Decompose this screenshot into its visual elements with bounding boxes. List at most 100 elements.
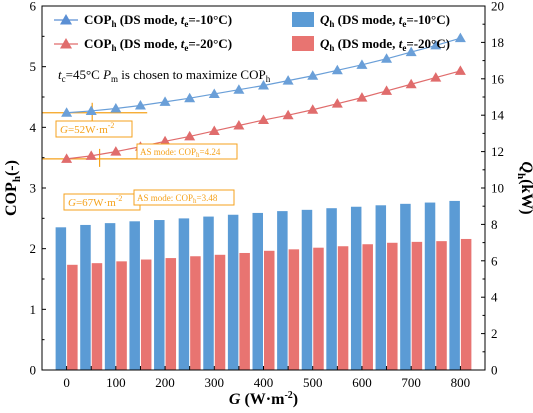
bar-qh-minus20-350 — [239, 252, 250, 370]
marker-cop-minus10-600 — [356, 59, 368, 69]
bar-qh-minus20-150 — [140, 259, 152, 370]
marker-cop-minus20-550 — [331, 98, 343, 108]
annotation-mode-box-0 — [136, 143, 238, 160]
marker-cop-minus20-600 — [356, 92, 368, 102]
y-left-tick-label-0: 0 — [30, 363, 37, 378]
marker-cop-minus10-700 — [405, 46, 417, 57]
x-tick-label-600: 600 — [352, 375, 372, 390]
marker-cop-minus10-150 — [134, 99, 146, 110]
x-tick-label-500: 500 — [303, 375, 323, 390]
bar-qh-minus10-150 — [129, 221, 140, 370]
marker-cop-minus10-550 — [331, 64, 343, 75]
bar-qh-minus10-500 — [301, 209, 313, 370]
bar-qh-minus10-400 — [252, 212, 263, 370]
y-left-tick-label-5: 5 — [30, 59, 37, 74]
y-right-tick-label-16: 16 — [491, 71, 505, 86]
bar-qh-minus10-650 — [375, 205, 387, 370]
bar-qh-minus10-300 — [203, 216, 214, 370]
bar-qh-minus10-450 — [277, 211, 288, 370]
marker-cop-minus10-50 — [85, 105, 97, 115]
annotation-g-box-0 — [55, 120, 133, 138]
y-left-tick-label-3: 3 — [30, 181, 37, 196]
legend-marker-1 — [60, 38, 72, 49]
y-left-tick-label-4: 4 — [30, 120, 37, 135]
marker-cop-minus20-50 — [85, 150, 97, 160]
y-right-tick-label-4: 4 — [491, 290, 498, 305]
marker-cop-minus20-450 — [282, 109, 294, 120]
bar-qh-minus20-550 — [337, 246, 349, 370]
marker-cop-minus20-0 — [61, 153, 73, 163]
x-tick-label-200: 200 — [155, 375, 175, 390]
marker-cop-minus10-450 — [282, 75, 294, 85]
bar-qh-minus20-50 — [91, 263, 103, 370]
annotation-mode-label-0: AS mode: COPh=4.24 — [140, 147, 221, 159]
bar-qh-minus20-200 — [165, 258, 177, 370]
bar-qh-minus10-550 — [326, 208, 337, 370]
bar-qh-minus10-800 — [449, 200, 460, 370]
marker-cop-minus20-250 — [184, 130, 196, 141]
bar-qh-minus10-100 — [104, 223, 116, 370]
y-left-axis-title: COPh(-) — [3, 160, 23, 216]
marker-cop-minus10-300 — [208, 88, 220, 98]
annotation-mode-label-1: AS mode: COPh=3.48 — [137, 193, 218, 205]
marker-cop-minus10-350 — [233, 84, 245, 94]
marker-cop-minus10-500 — [307, 70, 319, 80]
marker-cop-minus20-650 — [381, 85, 393, 95]
bar-qh-minus20-650 — [387, 242, 398, 370]
x-tick-label-100: 100 — [106, 375, 126, 390]
marker-cop-minus10-800 — [454, 32, 466, 43]
y-right-tick-label-8: 8 — [491, 217, 498, 232]
x-tick-label-800: 800 — [451, 375, 471, 390]
bar-qh-minus10-600 — [350, 206, 362, 370]
bar-qh-minus10-350 — [227, 214, 239, 370]
marker-cop-minus10-200 — [159, 96, 171, 106]
bar-qh-minus20-400 — [264, 250, 275, 370]
legend-marker-2 — [292, 12, 314, 27]
annotation-g-label-0: G=52W·m-2 — [60, 121, 114, 136]
y-right-tick-label-20: 20 — [491, 0, 504, 14]
marker-cop-minus10-0 — [61, 107, 73, 117]
marker-cop-minus20-350 — [233, 120, 245, 130]
legend-marker-3 — [292, 36, 314, 51]
bar-qh-minus10-250 — [178, 218, 190, 370]
x-tick-label-700: 700 — [401, 375, 421, 390]
annotation-g-label-1: G=67W·m-2 — [68, 194, 122, 209]
y-right-tick-label-0: 0 — [491, 363, 498, 378]
x-tick-label-300: 300 — [205, 375, 225, 390]
y-right-axis-title: Qh(kW) — [515, 161, 533, 214]
y-right-tick-label-14: 14 — [491, 108, 505, 123]
marker-cop-minus20-100 — [110, 146, 122, 156]
y-left-tick-label-6: 6 — [30, 0, 37, 14]
legend-label-3: Qh (DS mode, te=-20°C) — [320, 36, 450, 53]
marker-cop-minus10-750 — [430, 39, 442, 50]
y-right-tick-label-6: 6 — [491, 253, 498, 268]
marker-cop-minus10-650 — [381, 53, 393, 63]
marker-cop-minus10-400 — [258, 79, 269, 90]
condition-note: tc=45°C Pm is chosen to maximize COPh — [58, 67, 271, 84]
y-right-tick-label-10: 10 — [491, 181, 504, 196]
bar-qh-minus20-750 — [436, 241, 447, 370]
marker-cop-minus20-300 — [208, 125, 220, 135]
legend-label-2: Qh (DS mode, te=-10°C) — [320, 12, 450, 29]
y-left-tick-label-2: 2 — [30, 241, 37, 256]
legend-label-1: COPh (DS mode, te=-20°C) — [84, 36, 232, 53]
bar-qh-minus20-500 — [313, 247, 324, 370]
bar-qh-minus10-50 — [80, 224, 91, 370]
bar-qh-minus20-300 — [214, 254, 226, 370]
bar-qh-minus20-600 — [362, 244, 373, 370]
bar-qh-minus10-700 — [400, 203, 411, 370]
x-tick-label-400: 400 — [254, 375, 274, 390]
bar-qh-minus20-0 — [67, 264, 78, 370]
marker-cop-minus20-500 — [307, 104, 319, 114]
bar-qh-minus20-100 — [116, 261, 127, 370]
bar-qh-minus10-750 — [424, 202, 436, 370]
marker-cop-minus20-800 — [454, 65, 466, 75]
bar-qh-minus20-250 — [190, 256, 201, 370]
bar-qh-minus10-200 — [154, 220, 165, 370]
bar-qh-minus20-800 — [460, 238, 472, 370]
y-right-tick-label-18: 18 — [491, 35, 504, 50]
marker-cop-minus20-200 — [159, 135, 171, 146]
annotation-mode-box-1 — [133, 189, 235, 206]
bar-qh-minus10-0 — [55, 227, 67, 370]
